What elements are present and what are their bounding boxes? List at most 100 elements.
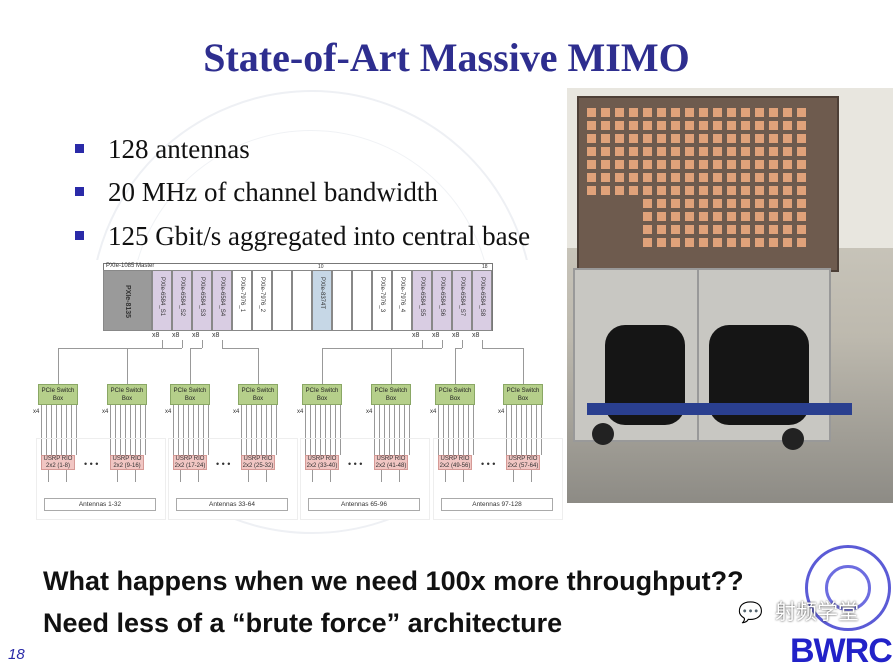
antenna-patch xyxy=(587,147,596,156)
antenna-patch xyxy=(797,238,806,247)
antenna-patch xyxy=(797,173,806,182)
antenna-patch xyxy=(727,238,736,247)
antenna-patch xyxy=(657,238,666,247)
antenna-patch xyxy=(797,108,806,117)
switch-link-label: x4 xyxy=(165,409,172,415)
antenna-line xyxy=(266,470,267,482)
chassis-slot: PXIe-7976_1 xyxy=(232,270,252,331)
connector-line xyxy=(482,348,523,349)
antenna-patch xyxy=(685,238,694,247)
antenna-patch xyxy=(671,147,680,156)
pcie-lane-line xyxy=(389,405,390,455)
antenna-patch xyxy=(741,147,750,156)
antenna-patch xyxy=(615,134,624,143)
connector-line xyxy=(222,348,258,349)
antenna-patch xyxy=(601,186,610,195)
switch-link-label: x4 xyxy=(233,409,240,415)
pcie-lane-line xyxy=(473,405,474,455)
pcie-lane-line xyxy=(193,405,194,455)
antenna-patch xyxy=(629,121,638,130)
pcie-lane-line xyxy=(506,405,507,455)
antenna-line xyxy=(463,470,464,482)
antenna-patch xyxy=(755,186,764,195)
ellipsis: • • • xyxy=(481,459,496,469)
antenna-patch xyxy=(783,199,792,208)
antenna-patch xyxy=(643,121,652,130)
antenna-patch xyxy=(755,121,764,130)
antenna-patch xyxy=(657,199,666,208)
antenna-line xyxy=(180,470,181,482)
antenna-patch xyxy=(685,147,694,156)
antenna-patch xyxy=(713,173,722,182)
antenna-patch xyxy=(615,108,624,117)
usrp-rio-box: USRP RIO 2x2 (33-40) xyxy=(305,455,339,470)
antenna-patch xyxy=(587,121,596,130)
connector-line xyxy=(391,348,442,349)
antenna-patch xyxy=(601,108,610,117)
antenna-patch xyxy=(783,121,792,130)
antenna-patch xyxy=(713,225,722,234)
antenna-patch xyxy=(657,173,666,182)
pcie-lane-line xyxy=(120,405,121,455)
pcie-switch-box: PCIe Switch Box xyxy=(170,384,210,405)
bullet-square-icon xyxy=(75,144,84,154)
rack-left xyxy=(573,268,707,442)
antenna-group-label: Antennas 33-64 xyxy=(176,498,288,511)
bullet-item: 20 MHz of channel bandwidth xyxy=(75,177,438,208)
antenna-patch xyxy=(741,121,750,130)
connector-line xyxy=(322,348,422,349)
connector-line xyxy=(455,348,456,384)
antenna-patch xyxy=(797,212,806,221)
chassis-slot: PXIe-8374T xyxy=(312,270,332,331)
antenna-patch xyxy=(699,199,708,208)
antenna-patch xyxy=(601,147,610,156)
pcie-lane-line xyxy=(399,405,400,455)
antenna-patch xyxy=(727,199,736,208)
chassis-slot xyxy=(352,270,372,331)
pcie-switch-box: PCIe Switch Box xyxy=(238,384,278,405)
antenna-patch xyxy=(755,134,764,143)
chassis-label: PXIe-1085 Master xyxy=(106,263,155,269)
chassis-slot: PXIe-6584_S6 xyxy=(432,270,452,331)
chassis-slot: PXIe-7976_4 xyxy=(392,270,412,331)
pcie-lane-line xyxy=(66,405,67,455)
antenna-patch xyxy=(587,160,596,169)
antenna-group-frame xyxy=(36,438,166,520)
antenna-patch xyxy=(713,134,722,143)
antenna-line xyxy=(66,470,67,482)
antenna-patch xyxy=(671,134,680,143)
antenna-patch xyxy=(587,173,596,182)
antenna-patch xyxy=(629,173,638,182)
antenna-patch xyxy=(797,160,806,169)
connector-line xyxy=(162,340,163,348)
antenna-patch xyxy=(713,121,722,130)
bullet-square-icon xyxy=(75,231,84,241)
chassis-slot: PXIe-6584_S4 xyxy=(212,270,232,331)
antenna-patch xyxy=(699,121,708,130)
bottom-statement: Need less of a “brute force” architectur… xyxy=(43,608,563,638)
link-label: x8 xyxy=(192,332,200,339)
antenna-patch xyxy=(643,186,652,195)
usrp-rio-box: USRP RIO 2x2 (41-48) xyxy=(374,455,408,470)
connector-line xyxy=(482,340,483,348)
antenna-group-label: Antennas 65-96 xyxy=(308,498,420,511)
antenna-patch xyxy=(769,173,778,182)
antenna-patch xyxy=(615,186,624,195)
pcie-lane-line xyxy=(56,405,57,455)
connector-line xyxy=(190,348,191,384)
bwrc-logo-rings-inner xyxy=(825,565,871,611)
antenna-patch xyxy=(657,134,666,143)
antenna-patch xyxy=(783,134,792,143)
antenna-patch xyxy=(769,225,778,234)
chassis-slot: PXIe-6584_S5 xyxy=(412,270,432,331)
antenna-patch xyxy=(783,173,792,182)
pcie-lane-line xyxy=(521,405,522,455)
pcie-lane-line xyxy=(178,405,179,455)
antenna-patch xyxy=(797,121,806,130)
antenna-patch xyxy=(671,186,680,195)
antenna-patch xyxy=(643,160,652,169)
link-label: x8 xyxy=(432,332,440,339)
link-label: x8 xyxy=(172,332,180,339)
connector-line xyxy=(391,348,392,384)
antenna-patch xyxy=(587,134,596,143)
